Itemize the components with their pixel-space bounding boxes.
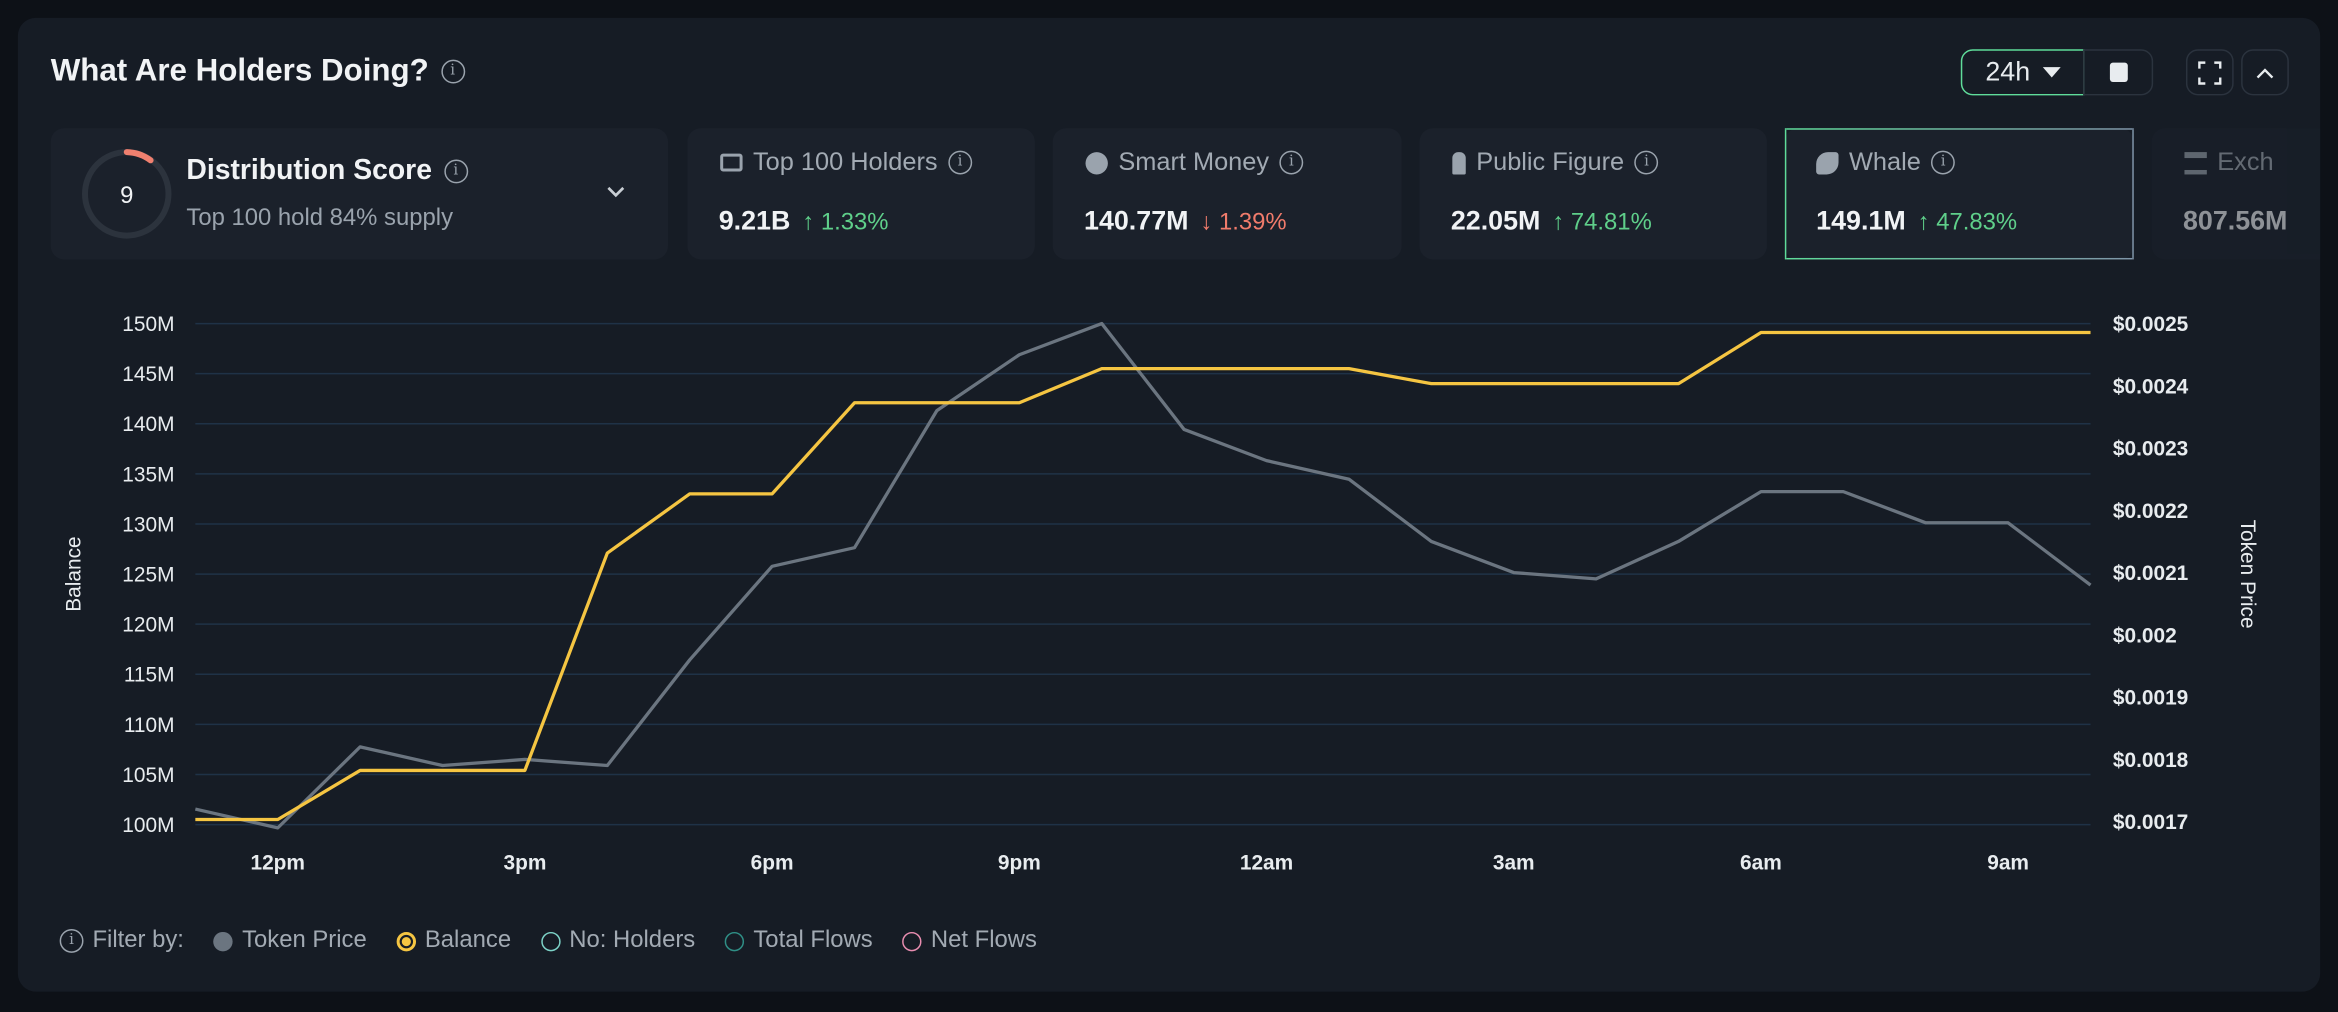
legend-dot-token-price[interactable] <box>213 931 234 951</box>
x-tick-label: 12am <box>1240 851 1293 874</box>
card-label: Public Figure <box>1476 147 1625 176</box>
score-value: 9 <box>120 182 133 209</box>
card-change: ↑ 1.33% <box>802 210 889 236</box>
card-label: Whale <box>1848 147 1921 176</box>
score-ring: 9 <box>82 149 172 239</box>
whale-icon <box>1816 151 1839 174</box>
timeframe-dropdown[interactable]: 24h <box>1960 49 2085 96</box>
info-icon[interactable]: i <box>59 928 84 953</box>
y-right-tick-label: $0.0023 <box>2113 438 2188 461</box>
card-whale[interactable]: Whale i 149.1M ↑ 47.83% <box>1784 128 2134 260</box>
legend-dot-total-flows[interactable] <box>725 931 745 951</box>
info-icon[interactable]: i <box>948 150 972 175</box>
y-left-tick-label: 120M <box>122 614 174 637</box>
card-label: Exch <box>2217 147 2274 176</box>
distribution-title: Distribution Score i <box>186 155 468 188</box>
card-change: ↑ 47.83% <box>1917 210 2018 236</box>
y-left-tick-label: 125M <box>122 564 174 587</box>
y-right-tick-label: $0.0021 <box>2113 562 2189 585</box>
y-right-tick-label: $0.0019 <box>2113 687 2188 710</box>
series-line-balance <box>195 330 2091 822</box>
title-text: What Are Holders Doing? <box>50 53 429 88</box>
x-tick-label: 12pm <box>250 851 305 874</box>
card-change: ↓ 1.39% <box>1200 210 1287 236</box>
info-icon[interactable]: i <box>1931 150 1956 175</box>
x-tick-label: 9pm <box>998 851 1041 874</box>
y-left-tick-label: 105M <box>122 764 174 787</box>
card-smart-money[interactable]: Smart Money i 140.77M ↓ 1.39% <box>1052 128 1402 260</box>
legend-dot-net-flows[interactable] <box>902 931 922 951</box>
legend-item-holders[interactable]: No: Holders <box>569 927 696 953</box>
card-public-figure[interactable]: Public Figure i 22.05M ↑ 74.81% <box>1419 128 1767 260</box>
y-left-tick-label: 130M <box>122 513 174 536</box>
y-right-tick-label: $0.0025 <box>2113 313 2189 336</box>
distribution-subtitle: Top 100 hold 84% supply <box>186 205 453 232</box>
y-left-tick-label: 110M <box>124 714 175 737</box>
info-icon[interactable]: i <box>443 159 468 184</box>
card-value: 140.77M <box>1084 205 1189 236</box>
y-right-tick-label: $0.0017 <box>2113 811 2188 834</box>
card-top-100-holders[interactable]: Top 100 Holders i 9.21B ↑ 1.33% <box>687 128 1035 260</box>
y-right-axis-title: Token Price <box>2236 520 2259 629</box>
money-icon <box>720 153 743 172</box>
legend-item-balance[interactable]: Balance <box>424 927 512 953</box>
sunglasses-icon <box>1085 151 1108 174</box>
legend: i Filter by: Token Price Balance No: Hol… <box>59 927 1037 954</box>
x-tick-label: 3am <box>1493 851 1535 874</box>
public-figure-icon <box>1452 151 1466 174</box>
panel-title: What Are Holders Doing? i <box>51 54 465 90</box>
y-right-tick-label: $0.0024 <box>2113 375 2189 398</box>
y-left-tick-label: 115M <box>124 664 175 687</box>
info-icon[interactable]: i <box>440 59 465 84</box>
card-value: 9.21B <box>718 205 791 236</box>
y-left-axis-title: Balance <box>63 536 86 611</box>
distribution-title-text: Distribution Score <box>186 155 432 187</box>
card-value: 149.1M <box>1816 205 1906 236</box>
x-tick-label: 6pm <box>751 851 794 874</box>
x-tick-label: 6am <box>1740 851 1782 874</box>
legend-label: Filter by: <box>92 927 184 953</box>
legend-item-net-flows[interactable]: Net Flows <box>930 927 1037 953</box>
fullscreen-button[interactable] <box>2185 49 2234 96</box>
y-left-tick-label: 145M <box>122 363 174 386</box>
y-right-tick-label: $0.002 <box>2113 624 2177 647</box>
info-icon[interactable]: i <box>1279 150 1304 175</box>
y-left-tick-label: 140M <box>122 413 174 436</box>
timeframe-value: 24h <box>1985 56 2031 87</box>
card-value: 22.05M <box>1450 205 1541 236</box>
bank-icon <box>2184 151 2207 174</box>
y-left-tick-label: 135M <box>122 463 174 486</box>
calendar-icon <box>2109 62 2128 83</box>
expand-icon <box>2198 60 2222 84</box>
card-exchange[interactable]: Exch 807.56M <box>2151 128 2321 260</box>
info-icon[interactable]: i <box>1634 150 1659 175</box>
chevron-up-icon <box>2256 67 2274 78</box>
card-change: ↑ 74.81% <box>1552 210 1652 236</box>
legend-dot-balance[interactable] <box>396 931 416 951</box>
x-tick-label: 9am <box>1987 851 2029 874</box>
calendar-button[interactable] <box>2083 49 2154 96</box>
collapse-button[interactable] <box>2241 49 2289 96</box>
card-label: Top 100 Holders <box>753 147 938 176</box>
y-left-tick-label: 150M <box>122 313 174 336</box>
holders-panel: What Are Holders Doing? i 24h 9 Distribu… <box>17 17 2321 992</box>
series-line-token-price <box>194 321 2092 830</box>
legend-dot-holders[interactable] <box>540 931 561 951</box>
y-left-tick-label: 100M <box>122 814 174 837</box>
legend-item-token-price[interactable]: Token Price <box>242 927 367 953</box>
caret-down-icon <box>2042 67 2060 78</box>
card-label: Smart Money <box>1118 147 1270 176</box>
legend-item-total-flows[interactable]: Total Flows <box>753 927 873 953</box>
y-right-tick-label: $0.0018 <box>2113 749 2188 772</box>
chevron-down-icon[interactable] <box>605 185 626 200</box>
distribution-score-card[interactable]: 9 Distribution Score i Top 100 hold 84% … <box>50 128 669 260</box>
y-right-tick-label: $0.0022 <box>2113 500 2188 523</box>
card-value: 807.56M <box>2182 205 2288 236</box>
x-tick-label: 3pm <box>503 851 546 874</box>
